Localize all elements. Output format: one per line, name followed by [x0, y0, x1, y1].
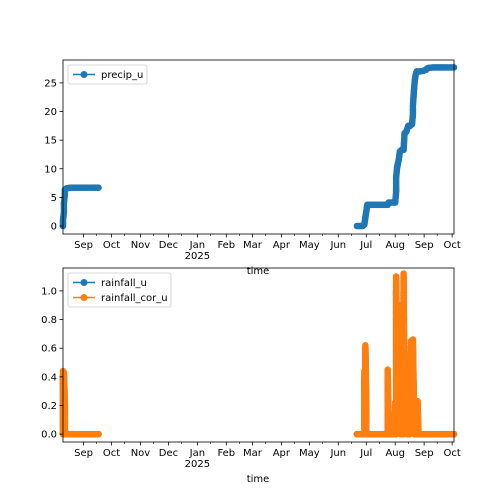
- x-tick-label: Mar: [243, 448, 263, 459]
- x-tick-label: Mar: [243, 240, 263, 251]
- x-tick-label: Aug: [385, 448, 405, 459]
- x-tick-label: Feb: [217, 448, 235, 459]
- y-tick-label: 0.6: [41, 344, 57, 355]
- x-tick-label: May: [299, 240, 320, 251]
- y-tick-label: 0.4: [41, 372, 57, 383]
- y-tick-label: 20: [44, 107, 57, 118]
- x-tick-label: May: [299, 448, 320, 459]
- x-tick-label: Aug: [385, 240, 405, 251]
- y-tick-label: 1.0: [41, 286, 57, 297]
- x-tick-label: Nov: [131, 240, 151, 251]
- x-tick-label: Dec: [159, 240, 178, 251]
- y-tick-label: 15: [44, 136, 57, 147]
- y-tick-label: 0.0: [41, 430, 57, 441]
- x-tick-label: Jul: [359, 448, 372, 459]
- rainfall-x-axis-label: time: [247, 474, 270, 485]
- x-tick-year-label: 2025: [185, 459, 210, 470]
- data-point-rainfall_cor_u: [95, 431, 102, 438]
- y-tick-label: 10: [44, 164, 57, 175]
- y-tick-label: 5: [51, 193, 57, 204]
- x-tick-label: Dec: [159, 448, 178, 459]
- x-tick-label: Sep: [415, 448, 434, 459]
- x-tick-label: Oct: [103, 240, 120, 251]
- x-tick-label: Oct: [103, 448, 120, 459]
- x-tick-label: Nov: [131, 448, 151, 459]
- y-tick-label: 0.2: [41, 401, 57, 412]
- x-tick-label: Jun: [329, 240, 346, 251]
- x-tick-label: Sep: [74, 240, 93, 251]
- rainfall-u-legend-marker: [81, 279, 88, 286]
- y-tick-label: 0.8: [41, 315, 57, 326]
- x-tick-year-label: 2025: [185, 251, 210, 262]
- x-tick-label: Sep: [74, 448, 93, 459]
- rainfall-legend: rainfall_u rainfall_cor_u: [68, 273, 171, 307]
- x-tick-label: Jan: [189, 448, 205, 459]
- legend-label-precip-u: precip_u: [101, 70, 143, 81]
- x-tick-label: Jan: [189, 240, 205, 251]
- x-tick-label: Oct: [443, 240, 460, 251]
- x-tick-label: Apr: [273, 240, 291, 251]
- x-tick-label: Feb: [217, 240, 235, 251]
- x-tick-label: Jun: [329, 448, 346, 459]
- precip-legend: precip_u: [68, 65, 147, 84]
- precip-legend-marker: [81, 71, 88, 78]
- x-tick-label: Oct: [443, 448, 460, 459]
- data-point-precip_u: [95, 184, 102, 191]
- x-tick-label: Sep: [415, 240, 434, 251]
- x-tick-label: Jul: [359, 240, 372, 251]
- y-tick-label: 0: [51, 221, 57, 232]
- rainfall-cor-u-legend-marker: [81, 294, 88, 301]
- y-tick-label: 25: [44, 78, 57, 89]
- legend-label-rainfall-cor-u: rainfall_cor_u: [101, 293, 168, 304]
- x-tick-label: Apr: [273, 448, 291, 459]
- legend-label-rainfall-u: rainfall_u: [101, 278, 147, 289]
